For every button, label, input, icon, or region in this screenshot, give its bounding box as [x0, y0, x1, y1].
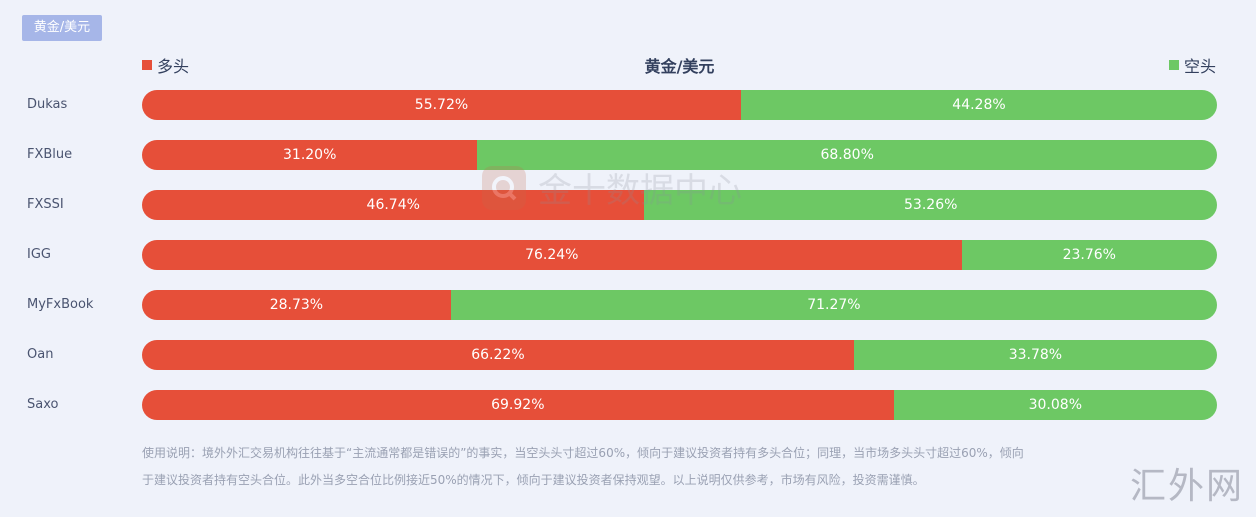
legend-long-swatch	[142, 60, 152, 70]
bar-segment-long[interactable]: 46.74%	[142, 190, 645, 220]
bar-segment-long[interactable]: 55.72%	[142, 90, 741, 120]
legend-long: 多头	[142, 53, 189, 77]
bar-segment-long[interactable]: 31.20%	[142, 140, 478, 170]
stacked-bar[interactable]: 46.74% 53.26%	[142, 190, 1217, 220]
legend-long-label: 多头	[157, 57, 190, 76]
bar-segment-short[interactable]: 53.26%	[644, 190, 1217, 220]
bar-segment-short[interactable]: 71.27%	[450, 290, 1217, 320]
row-label: FXSSI	[27, 197, 64, 212]
stacked-bar[interactable]: 28.73% 71.27%	[142, 290, 1217, 320]
bar-segment-long[interactable]: 76.24%	[142, 240, 962, 270]
row-label: Oan	[27, 347, 54, 362]
row-label: IGG	[27, 247, 51, 262]
stacked-bar[interactable]: 69.92% 30.08%	[142, 390, 1217, 420]
usage-note-line-2: 于建议投资者持有空头合位。此外当多空合位比例接近50%的情况下，倾向于建议投资者…	[142, 473, 925, 487]
chart-title: 黄金/美元	[644, 57, 715, 76]
bar-segment-short[interactable]: 44.28%	[740, 90, 1217, 120]
stacked-bar[interactable]: 55.72% 44.28%	[142, 90, 1217, 120]
bar-segment-long[interactable]: 69.92%	[142, 390, 894, 420]
bar-segment-short[interactable]: 23.76%	[961, 240, 1217, 270]
row-label: Dukas	[27, 97, 68, 112]
tab-gold-usd[interactable]: 黄金/美元	[22, 15, 102, 41]
usage-note-line-1: 使用说明：境外外汇交易机构往往基于“主流通常都是错误的”的事实，当空头头寸超过6…	[142, 446, 1024, 460]
corner-watermark: 汇外网	[1129, 466, 1244, 507]
bar-segment-short[interactable]: 30.08%	[893, 390, 1217, 420]
legend-short-label: 空头	[1183, 57, 1216, 76]
bar-segment-short[interactable]: 68.80%	[477, 140, 1217, 170]
row-label: Saxo	[27, 397, 59, 412]
row-label: MyFxBook	[27, 297, 94, 312]
legend-short-swatch	[1168, 60, 1179, 70]
stacked-bar[interactable]: 76.24% 23.76%	[142, 240, 1217, 270]
bar-segment-short[interactable]: 33.78%	[853, 340, 1217, 370]
bar-segment-long[interactable]: 66.22%	[142, 340, 854, 370]
stacked-bar[interactable]: 66.22% 33.78%	[142, 340, 1217, 370]
bar-segment-long[interactable]: 28.73%	[142, 290, 451, 320]
stacked-bar[interactable]: 31.20% 68.80%	[142, 140, 1217, 170]
usage-note: 使用说明：境外外汇交易机构往往基于“主流通常都是错误的”的事实，当空头头寸超过6…	[142, 440, 1052, 494]
row-label: FXBlue	[27, 147, 73, 162]
legend-short: 空头	[1168, 53, 1216, 77]
